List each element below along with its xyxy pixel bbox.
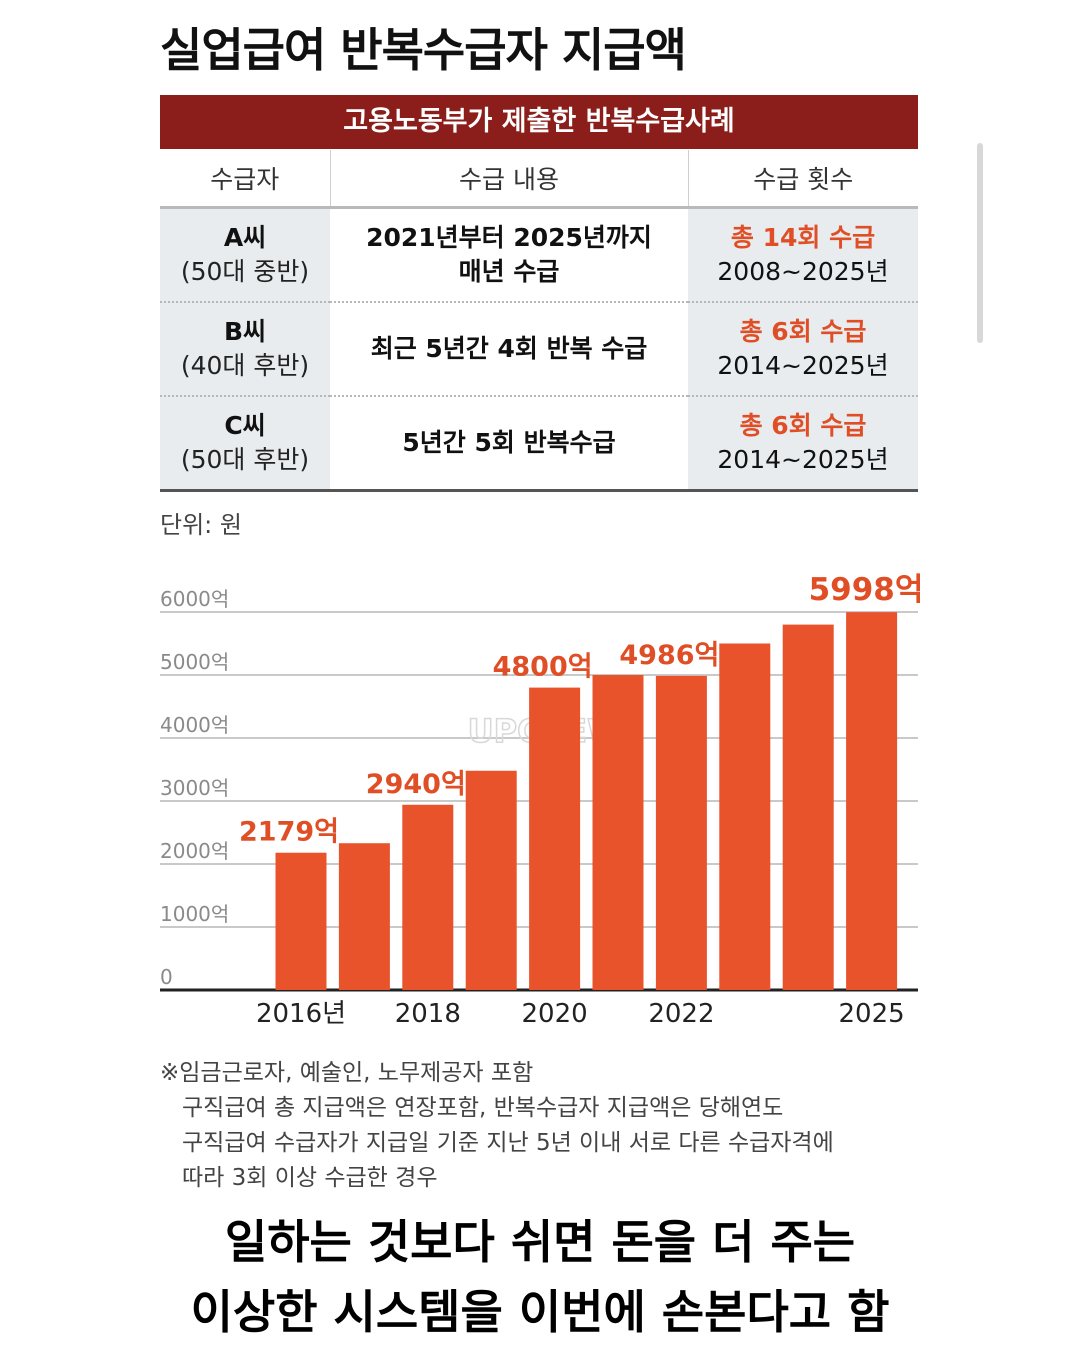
recipient-age: (50대 중반) [180,257,310,286]
content-cell: 5년간 5회 반복수급 [330,396,688,492]
recipient-cell: C씨 (50대 후반) [160,396,330,492]
x-tick-label: 2018 [395,999,461,1029]
recipient-name: B씨 [223,317,267,346]
footnote: ※임금근로자, 예술인, 노무제공자 포함 구직급여 총 지급액은 연장포함, … [160,1056,920,1196]
bar [338,843,390,990]
bar-chart: 01000억2000억3000억4000억5000억6000억UPCREW217… [160,572,924,1029]
table-header-row: 수급자 수급 내용 수급 횟수 [160,150,918,209]
footnote-line: 구직급여 총 지급액은 연장포함, 반복수급자 지급액은 당해연도 [182,1095,784,1121]
bar [592,675,644,990]
y-tick-label: 4000억 [160,713,229,737]
table-row: A씨 (50대 중반) 2021년부터 2025년까지 매년 수급 총 14회 … [160,207,918,303]
count-cell: 총 6회 수급 2014~2025년 [688,396,918,492]
recipient-name: C씨 [224,411,266,440]
content-line: 2021년부터 2025년까지 [366,223,652,252]
count-period: 2014~2025년 [717,445,889,474]
count-period: 2008~2025년 [717,257,889,286]
content-line: 5년간 5회 반복수급 [402,428,616,457]
bar [782,624,834,990]
count-total: 총 6회 수급 [739,411,867,440]
bar [655,675,707,990]
x-tick-label: 2022 [648,999,714,1029]
count-cell: 총 14회 수급 2008~2025년 [688,207,918,303]
data-label: 2179억 [239,817,339,848]
content-cell: 최근 5년간 4회 반복 수급 [330,302,688,397]
table-row: C씨 (50대 후반) 5년간 5회 반복수급 총 6회 수급 2014~202… [160,396,918,492]
bar [402,804,454,990]
data-label: 2940억 [366,769,466,800]
unit-label: 단위: 원 [160,511,242,539]
y-tick-label: 5000억 [160,650,229,674]
bar [846,612,898,990]
data-label: 5998억 [809,572,924,608]
table-row: B씨 (40대 후반) 최근 5년간 4회 반복 수급 총 6회 수급 2014… [160,302,918,397]
header-content: 수급 내용 [329,150,688,209]
count-total: 총 6회 수급 [739,317,867,346]
x-tick-label: 2016년 [256,999,346,1029]
x-tick-label: 2020 [522,999,588,1029]
y-tick-label: 6000억 [160,587,229,611]
recipient-cell: A씨 (50대 중반) [160,207,330,303]
recipient-table: 수급자 수급 내용 수급 횟수 A씨 (50대 중반) 2021년부터 2025… [160,150,918,492]
caption-line-1: 일하는 것보다 쉬면 돈을 더 주는 [224,1215,856,1269]
header-count: 수급 횟수 [687,150,918,209]
y-tick-label: 1000억 [160,902,229,926]
x-tick-label: 2025 [839,999,905,1029]
header-recipient: 수급자 [160,150,330,209]
content-line: 최근 5년간 4회 반복 수급 [370,334,648,363]
table-banner: 고용노동부가 제출한 반복수급사례 [160,95,918,149]
page-title: 실업급여 반복수급자 지급액 [160,23,687,77]
recipient-age: (40대 후반) [180,351,310,380]
recipient-cell: B씨 (40대 후반) [160,302,330,397]
footnote-line: ※임금근로자, 예술인, 노무제공자 포함 [160,1060,534,1086]
footnote-line: 구직급여 수급자가 지급일 기준 지난 5년 이내 서로 다른 수급자격에 [182,1130,834,1156]
scrollbar[interactable] [977,143,983,343]
y-tick-label: 3000억 [160,776,229,800]
count-cell: 총 6회 수급 2014~2025년 [688,302,918,397]
data-label: 4986억 [619,640,719,671]
recipient-age: (50대 후반) [180,445,310,474]
content-cell: 2021년부터 2025년까지 매년 수급 [330,207,688,303]
footnote-line: 따라 3회 이상 수급한 경우 [182,1165,438,1191]
count-total: 총 14회 수급 [730,223,876,252]
bar [529,687,581,990]
bar [275,852,327,990]
y-tick-label: 0 [160,965,173,989]
bar [719,643,771,990]
count-period: 2014~2025년 [717,351,889,380]
data-label: 4800억 [493,652,593,683]
content-line: 매년 수급 [458,257,560,286]
caption-line-2: 이상한 시스템을 이번에 손본다고 함 [190,1285,890,1339]
recipient-name: A씨 [223,223,267,252]
bar [465,770,517,990]
y-tick-label: 2000억 [160,839,229,863]
